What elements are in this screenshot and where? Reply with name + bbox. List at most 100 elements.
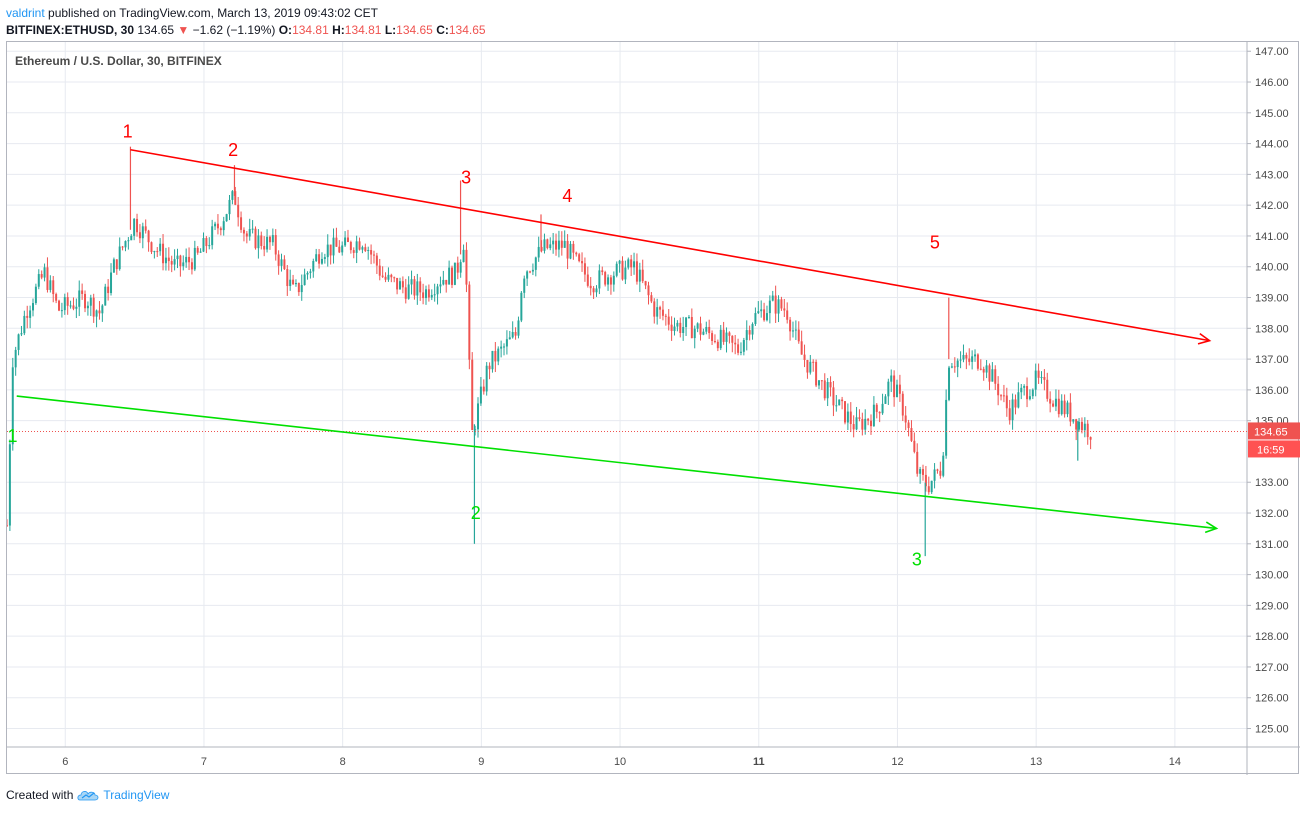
candle-body — [569, 243, 572, 259]
candle-body — [384, 276, 387, 280]
candle-body — [916, 451, 919, 474]
time-tick-label: 14 — [1169, 756, 1181, 768]
candle-body — [271, 235, 274, 243]
candle-body — [280, 259, 283, 266]
candle-body — [352, 250, 355, 253]
candle-body — [1083, 423, 1086, 431]
candle-body — [121, 246, 124, 248]
candle-body — [89, 297, 92, 306]
candle-body — [69, 305, 72, 307]
candle-body — [679, 322, 682, 333]
candle-body — [396, 277, 399, 290]
candle-body — [930, 480, 933, 493]
chart-frame[interactable]: 147.00 146.00 145.00 144.00 143.00 142.00 141.… — [6, 41, 1300, 775]
tradingview-cloud-icon — [77, 791, 99, 801]
candle-body — [846, 411, 849, 423]
candle-body — [40, 274, 43, 278]
candle-body — [791, 330, 794, 332]
resistance-trend-line[interactable] — [130, 148, 1210, 342]
author-link[interactable]: valdrint — [6, 6, 45, 20]
price-tick-label: 141.00 — [1255, 231, 1289, 243]
candle-body — [225, 214, 228, 222]
candle-body — [635, 261, 638, 282]
candle-body — [667, 316, 670, 325]
candle-body — [456, 262, 459, 273]
tradingview-brand[interactable]: TradingView — [103, 788, 170, 802]
candle-body — [633, 261, 636, 268]
candle-body — [84, 293, 87, 309]
candle-body — [372, 254, 375, 256]
candle-body — [1011, 399, 1014, 421]
price-tick-label: 126.00 — [1255, 693, 1289, 705]
candle-body — [1002, 395, 1005, 397]
candle-body — [303, 274, 306, 286]
support-trend-line[interactable] — [16, 395, 1217, 530]
candle-body — [948, 367, 951, 400]
candle-body — [988, 365, 991, 382]
time-tick-label: 11 — [753, 756, 765, 768]
price-chart[interactable]: 147.00 146.00 145.00 144.00 143.00 142.00 141.… — [7, 42, 1300, 775]
candle-body — [962, 354, 965, 360]
candle-body — [950, 366, 953, 368]
candle-body — [1049, 398, 1052, 404]
candle-body — [176, 255, 179, 260]
candle-body — [393, 277, 396, 279]
candle-body — [329, 244, 332, 256]
candle-body — [638, 269, 641, 282]
candle-body — [942, 455, 945, 476]
candle-body — [361, 247, 364, 250]
candle-body — [583, 263, 586, 275]
candle-body — [685, 317, 688, 328]
candle-body — [407, 284, 410, 299]
candle-body — [546, 239, 549, 249]
candle-body — [670, 324, 673, 331]
candle-body — [534, 257, 537, 270]
candle-body — [598, 270, 601, 289]
candle-body — [843, 401, 846, 423]
candle-body — [138, 232, 141, 239]
candle-body — [341, 245, 344, 253]
price-tick-label: 144.00 — [1255, 139, 1289, 151]
candle-body — [953, 366, 956, 368]
candle-body — [682, 327, 685, 333]
candle-body — [346, 237, 349, 242]
time-tick-label: 13 — [1030, 756, 1042, 768]
candle-body — [338, 246, 341, 253]
candle-body — [829, 382, 832, 388]
candle-body — [832, 387, 835, 406]
candle-body — [745, 330, 748, 341]
candle-body — [248, 229, 251, 237]
candle-body — [136, 218, 139, 233]
candle-body — [997, 383, 1000, 396]
candle-body — [367, 250, 370, 252]
candle-body — [141, 226, 144, 239]
candle-body — [439, 284, 442, 287]
candle-body — [511, 331, 514, 338]
price-change: −1.62 (−1.19%) — [192, 23, 276, 37]
time-tick-label: 12 — [891, 756, 903, 768]
chart-title: Ethereum / U.S. Dollar, 30, BITFINEX — [15, 54, 222, 68]
candle-body — [127, 240, 130, 242]
candle-body — [543, 239, 546, 251]
candle-body — [774, 295, 777, 314]
high-value: 134.81 — [344, 23, 382, 37]
candle-body — [101, 305, 104, 314]
candle-body — [731, 335, 734, 343]
candle-body — [650, 295, 653, 302]
candle-body — [1017, 392, 1020, 408]
candle-body — [196, 247, 199, 253]
candle-body — [286, 269, 289, 287]
candle-body — [641, 269, 644, 282]
candle-body — [581, 261, 584, 264]
candle-body — [1052, 403, 1055, 407]
candle-body — [737, 344, 740, 353]
candle-body — [185, 256, 188, 263]
candle-body — [98, 310, 101, 314]
candle-body — [884, 396, 887, 404]
candle-body — [442, 279, 445, 285]
candle-body — [251, 228, 254, 230]
candle-body — [661, 309, 664, 316]
candle-body — [725, 332, 728, 342]
candle-body — [422, 292, 425, 299]
support-trend-line-arrowhead — [1204, 521, 1219, 534]
